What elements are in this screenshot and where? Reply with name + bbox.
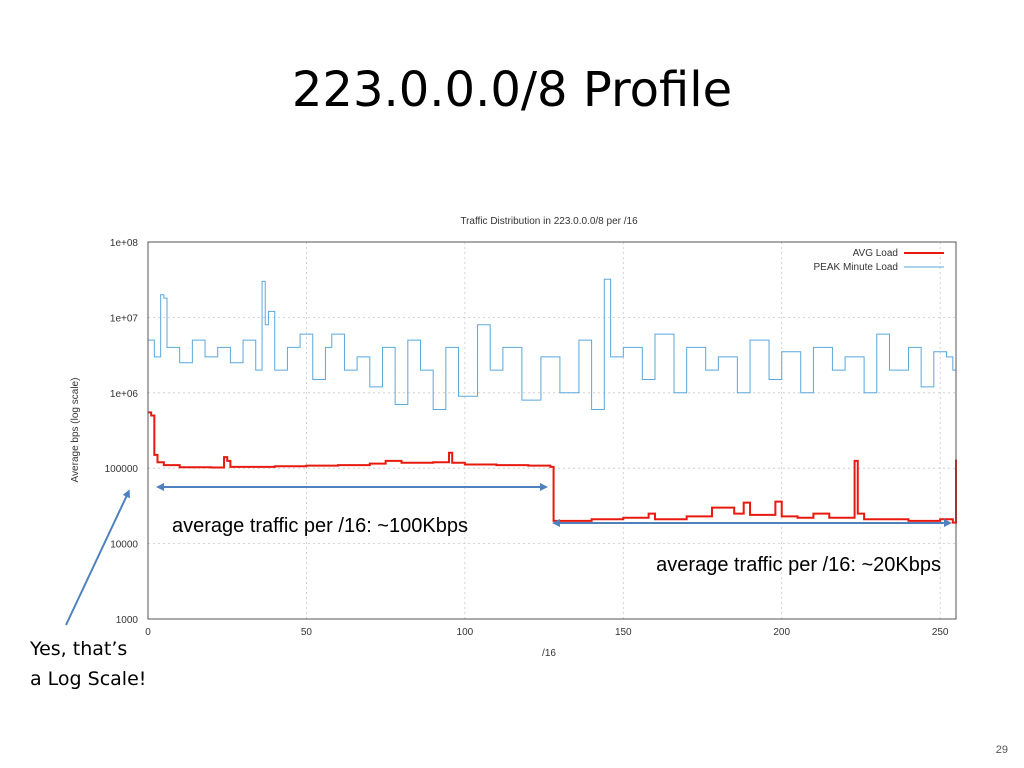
- plot-frame: [147, 241, 957, 620]
- slide-number: 29: [995, 744, 1008, 756]
- y-tick-label: 1e+08: [110, 238, 139, 249]
- y-tick-label: 10000: [110, 540, 138, 551]
- x-tick-label: 250: [932, 627, 949, 638]
- log-scale-note: Yes, that’s a Log Scale!: [30, 634, 146, 694]
- legend-avg-label: AVG Load: [853, 248, 898, 259]
- y-tick-label: 1e+06: [110, 389, 139, 400]
- chart-title: Traffic Distribution in 223.0.0.0/8 per …: [460, 216, 638, 227]
- log-scale-pointer-arrow: [65, 489, 130, 626]
- y-tick-label: 1e+07: [110, 313, 139, 324]
- x-tick-label: 100: [457, 627, 474, 638]
- legend: AVG Load PEAK Minute Load: [814, 248, 944, 273]
- series-line-peak-minute-load: [148, 278, 957, 411]
- chart-ticks: 0 50 100 150 200 250 1000 10000 100000 1e+06 1e+07…: [105, 238, 949, 638]
- slide-title: 223.0.0.0/8 Profile: [291, 62, 733, 118]
- chart-series: [148, 278, 957, 524]
- annotation-left: average traffic per /16: ~100Kbps: [172, 515, 468, 537]
- x-tick-label: 200: [773, 627, 790, 638]
- x-tick-label: 50: [301, 627, 313, 638]
- annotation-right: average traffic per /16: ~20Kbps: [656, 554, 941, 576]
- note-line-1: Yes, that’s: [30, 638, 128, 660]
- y-tick-label: 100000: [105, 464, 139, 475]
- series-line-avg-load: [148, 411, 957, 524]
- x-tick-label: 150: [615, 627, 632, 638]
- legend-peak-label: PEAK Minute Load: [814, 262, 899, 273]
- x-axis-label: /16: [542, 648, 556, 659]
- y-tick-label: 1000: [116, 615, 139, 626]
- y-axis-label: Average bps (log scale): [70, 378, 81, 483]
- x-tick-label: 0: [145, 627, 151, 638]
- note-line-2: a Log Scale!: [30, 668, 147, 690]
